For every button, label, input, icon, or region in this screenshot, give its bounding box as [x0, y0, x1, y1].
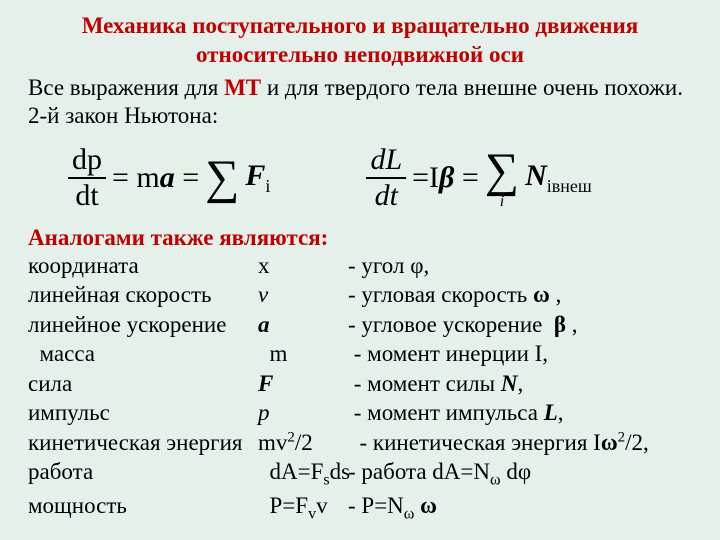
intro-mt: МТ: [224, 75, 261, 100]
analogs-heading: Аналогами также являются:: [28, 225, 692, 251]
sum-icon: ∑ i: [485, 147, 519, 209]
analog-row: импульсp - момент импульса L,: [28, 398, 692, 427]
equations-row: dp dt = ma = ∑ Fi dL dt =Iβ = ∑ i Niвнеш: [68, 145, 692, 211]
eq1-num: dp: [68, 145, 106, 179]
analogs-list: координатаx- угол φ, линейная скоростьv-…: [28, 251, 692, 525]
eq2-num: dL: [366, 145, 406, 179]
eq2-mid: =Iβ =: [406, 161, 485, 195]
equation-newton2-linear: dp dt = ma = ∑ Fi: [68, 145, 276, 211]
intro-pre: Все выражения для: [28, 75, 224, 100]
analog-row: силаF - момент силы N,: [28, 369, 692, 398]
sum-icon: ∑: [205, 154, 239, 202]
analog-row: мощность P=Fvv- P=Nω ω: [28, 491, 692, 525]
eq1-den: dt: [75, 179, 98, 211]
title-line1: Механика поступательного и вращательно д…: [82, 13, 639, 38]
equation-newton2-angular: dL dt =Iβ = ∑ i Niвнеш: [366, 145, 597, 211]
analog-row: линейное ускорениеa- угловое ускорение β…: [28, 310, 692, 339]
eq2-N: Niвнеш: [519, 159, 598, 197]
title-line2: относительно неподвижной оси: [196, 42, 524, 67]
analog-row: масса m - момент инерции I,: [28, 339, 692, 368]
eq1-F: Fi: [239, 159, 276, 197]
eq1-mid: = ma =: [106, 161, 205, 195]
analog-row: координатаx- угол φ,: [28, 251, 692, 280]
intro-text: Все выражения для МТ и для твердого тела…: [28, 74, 692, 132]
analog-row: линейная скоростьv- угловая скорость ω ,: [28, 280, 692, 309]
slide-title: Механика поступательного и вращательно д…: [28, 12, 692, 70]
analog-row: кинетическая энергияmv2/2 - кинетическая…: [28, 428, 692, 457]
analog-row: работа dA=Fsds- работа dA=Nω dφ: [28, 457, 692, 491]
eq2-den: dt: [375, 179, 398, 211]
